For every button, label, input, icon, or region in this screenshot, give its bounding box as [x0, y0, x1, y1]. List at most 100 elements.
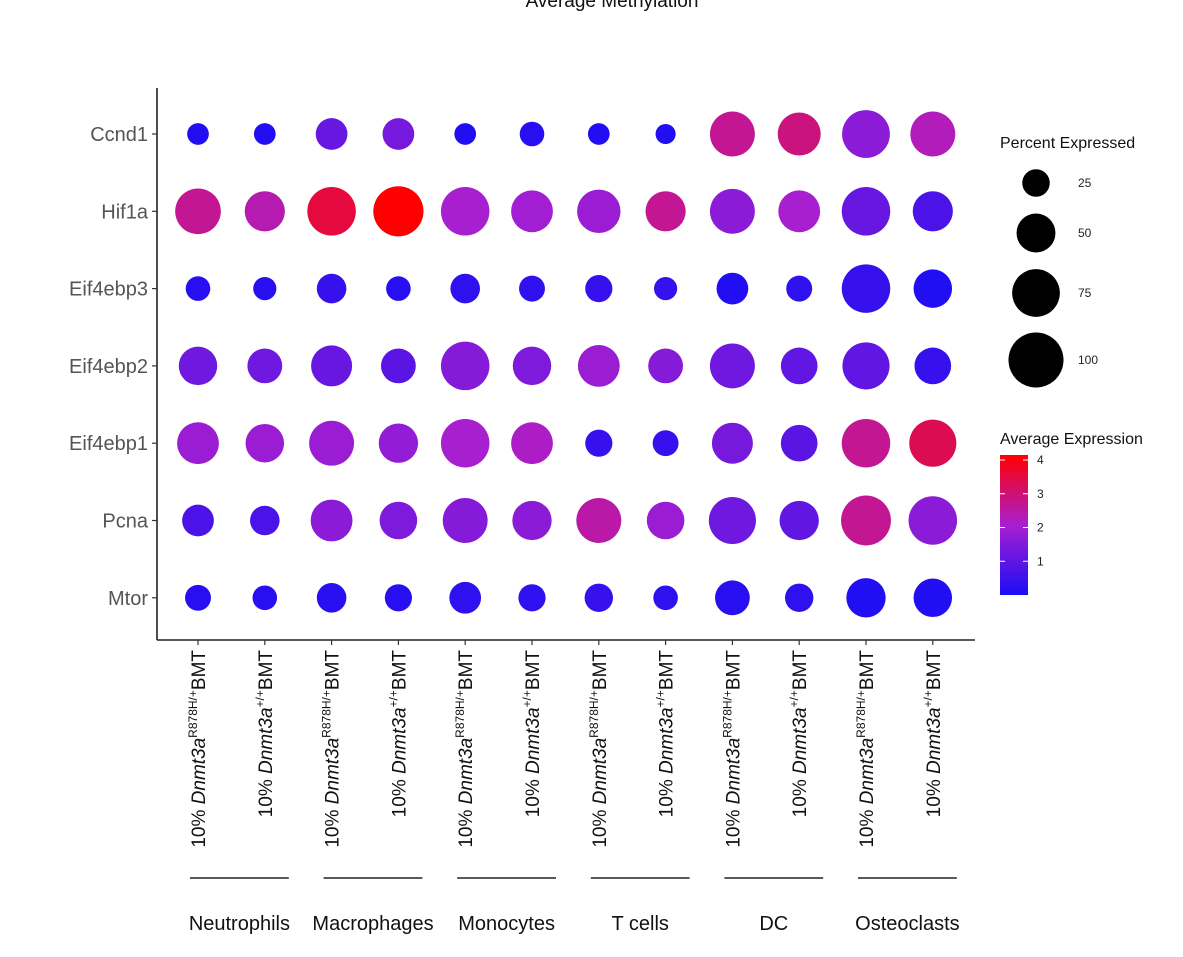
dot-eif4ebp3-col4 [386, 276, 411, 301]
dot-pcna-col7 [576, 498, 622, 543]
dot-eif4ebp2-col7 [577, 344, 620, 387]
dot-hif1a-col11 [841, 187, 891, 236]
group-labels: Neutrophils Macrophages Monocytes T cells DC… [189, 877, 960, 935]
y-tick-label-mtor: Mtor [108, 588, 148, 610]
dot-mtor-col9 [715, 580, 750, 616]
dot-pcna-col8 [646, 501, 685, 540]
dot-pcna-col6 [512, 500, 552, 541]
dot-hif1a-col1 [175, 188, 221, 235]
dot-pcna-col12 [908, 496, 958, 545]
dot-mtor-col12 [913, 578, 953, 618]
color-tick-label-4: 4 [1037, 453, 1044, 467]
size-legend: Percent Expressed 25 50 75 100 [1000, 135, 1135, 388]
dot-hif1a-col9 [709, 188, 755, 234]
dot-ccnd1-col11 [842, 110, 890, 158]
color-tick-label-3: 3 [1037, 487, 1044, 501]
x-tick-label-col7: 10% Dnmt3aR878H/+BMT [587, 650, 611, 848]
size-legend-label-25: 25 [1078, 176, 1092, 190]
dot-ccnd1-col9 [709, 111, 755, 157]
dot-mtor-col1 [185, 584, 211, 611]
dot-mtor-col7 [584, 583, 614, 613]
dot-mtor-col8 [653, 585, 678, 611]
group-label-neutrophils: Neutrophils [189, 913, 290, 935]
dot-mtor-col2 [252, 585, 278, 611]
dot-eif4ebp3-col11 [841, 264, 891, 313]
dot-eif4ebp2-col10 [780, 347, 818, 385]
dot-eif4ebp1-col11 [841, 418, 891, 468]
group-label-osteoclasts: Osteoclasts [855, 913, 959, 935]
dot-pcna-col5 [442, 498, 488, 543]
size-legend-label-50: 50 [1078, 226, 1092, 240]
dot-mtor-col6 [518, 584, 546, 612]
dot-eif4ebp1-col3 [309, 420, 355, 466]
dot-eif4ebp2-col4 [381, 348, 416, 384]
dot-eif4ebp1-col2 [245, 423, 285, 463]
dot-mtor-col3 [316, 583, 347, 613]
size-legend-circle-50 [1016, 213, 1056, 253]
size-legend-label-75: 75 [1078, 286, 1092, 300]
x-tick-label-col6: 10% Dnmt3a+/+BMT [520, 650, 544, 818]
dot-ccnd1-col5 [454, 123, 477, 145]
dot-mtor-col10 [784, 583, 814, 613]
dot-eif4ebp3-col9 [716, 272, 749, 305]
dot-eif4ebp3-col8 [654, 277, 678, 301]
x-tick-label-col4: 10% Dnmt3a+/+BMT [386, 650, 410, 818]
dot-pcna-col11 [841, 495, 891, 546]
dot-eif4ebp1-col1 [177, 422, 219, 465]
dot-hif1a-col5 [440, 187, 490, 236]
size-legend-circle-75 [1012, 269, 1060, 317]
dot-eif4ebp3-col6 [519, 275, 545, 302]
dot-pcna-col2 [250, 505, 280, 536]
dot-eif4ebp1-col4 [378, 423, 419, 463]
dot-hif1a-col3 [307, 187, 356, 236]
dot-eif4ebp2-col2 [247, 348, 283, 384]
dot-eif4ebp2-col3 [311, 345, 353, 387]
dot-ccnd1-col8 [655, 123, 676, 145]
y-tick-label-hif1a: Hif1a [101, 201, 149, 223]
plot-axes [156, 88, 975, 641]
dot-eif4ebp2-col12 [914, 347, 952, 385]
dot-mtor-col4 [384, 584, 412, 612]
x-tick-label-col12: 10% Dnmt3a+/+BMT [921, 650, 945, 818]
dot-eif4ebp1-col8 [652, 430, 679, 457]
color-legend-bar [1000, 455, 1028, 595]
dot-eif4ebp1-col12 [909, 419, 957, 467]
dot-eif4ebp2-col6 [512, 346, 552, 386]
dot-ccnd1-col6 [519, 121, 545, 147]
dot-eif4ebp3-col12 [913, 269, 953, 308]
dot-ccnd1-col1 [187, 123, 209, 145]
color-legend: Average Expression 1 2 3 4 [1000, 431, 1143, 595]
dot-eif4ebp3-col7 [585, 275, 613, 303]
y-tick-label-eif4ebp1: Eif4ebp1 [69, 433, 148, 455]
x-tick-label-col11: 10% Dnmt3aR878H/+BMT [854, 650, 878, 848]
dot-eif4ebp2-col9 [709, 343, 755, 389]
dots [175, 110, 958, 618]
x-tick-label-col10: 10% Dnmt3a+/+BMT [787, 650, 811, 818]
dot-eif4ebp1-col5 [440, 418, 490, 468]
dot-ccnd1-col4 [382, 118, 415, 150]
dot-pcna-col9 [708, 496, 756, 545]
dot-eif4ebp1-col7 [585, 429, 613, 457]
chart-title: Average Methylation [526, 0, 699, 12]
dot-ccnd1-col7 [587, 123, 610, 145]
size-legend-circle-100 [1008, 332, 1064, 388]
dot-eif4ebp1-col6 [511, 422, 553, 465]
y-tick-label-pcna: Pcna [102, 511, 148, 533]
dot-hif1a-col8 [645, 191, 686, 232]
dot-ccnd1-col3 [315, 118, 348, 150]
x-tick-label-col8: 10% Dnmt3a+/+BMT [654, 650, 678, 818]
dot-pcna-col1 [182, 504, 214, 537]
dot-hif1a-col10 [778, 190, 821, 233]
dot-eif4ebp1-col9 [711, 422, 753, 464]
x-axis-ticks: 10% Dnmt3aR878H/+BMT 10% Dnmt3a+/+BMT 10% … [186, 640, 945, 848]
dot-pcna-col10 [779, 500, 819, 541]
x-tick-label-col1: 10% Dnmt3aR878H/+BMT [186, 650, 210, 848]
dot-eif4ebp2-col5 [440, 341, 490, 391]
dot-eif4ebp2-col11 [842, 342, 890, 390]
dot-ccnd1-col10 [777, 112, 821, 156]
dot-ccnd1-col2 [253, 123, 276, 145]
dot-eif4ebp3-col5 [450, 273, 480, 304]
y-tick-label-ccnd1: Ccnd1 [90, 124, 148, 146]
y-tick-label-eif4ebp3: Eif4ebp3 [69, 279, 148, 301]
